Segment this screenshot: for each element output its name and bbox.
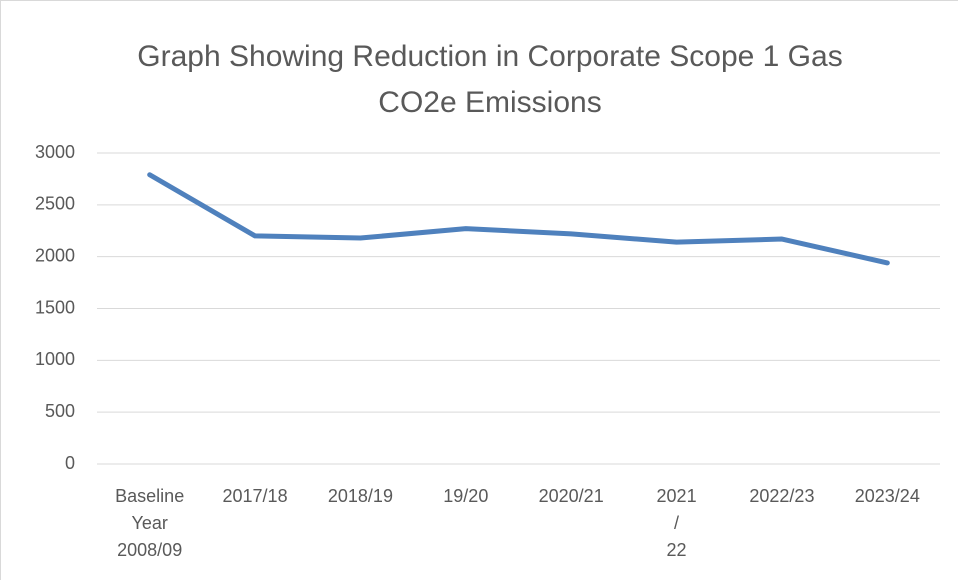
y-tick-label: 1500 bbox=[35, 297, 75, 317]
chart-title: Graph Showing Reduction in Corporate Sco… bbox=[137, 40, 843, 119]
data-line bbox=[147, 172, 890, 266]
y-tick-label: 3000 bbox=[35, 142, 75, 162]
y-tick-label: 500 bbox=[45, 401, 75, 421]
y-tick-label: 2000 bbox=[35, 245, 75, 265]
x-tick-label: Baseline Year 2008/09 bbox=[115, 486, 184, 560]
x-tick-label: 2022/23 bbox=[749, 486, 814, 506]
x-tick-label: 19/20 bbox=[443, 486, 488, 506]
y-tick-label: 1000 bbox=[35, 349, 75, 369]
y-tick-label: 2500 bbox=[35, 194, 75, 214]
x-tick-label: 2017/18 bbox=[223, 486, 288, 506]
x-tick-label: 2023/24 bbox=[855, 486, 920, 506]
x-tick-label: 2020/21 bbox=[539, 486, 604, 506]
x-tick-label: 2018/19 bbox=[328, 486, 393, 506]
y-tick-label: 0 bbox=[65, 453, 75, 473]
x-tick-label: 2021/22 bbox=[657, 486, 697, 560]
